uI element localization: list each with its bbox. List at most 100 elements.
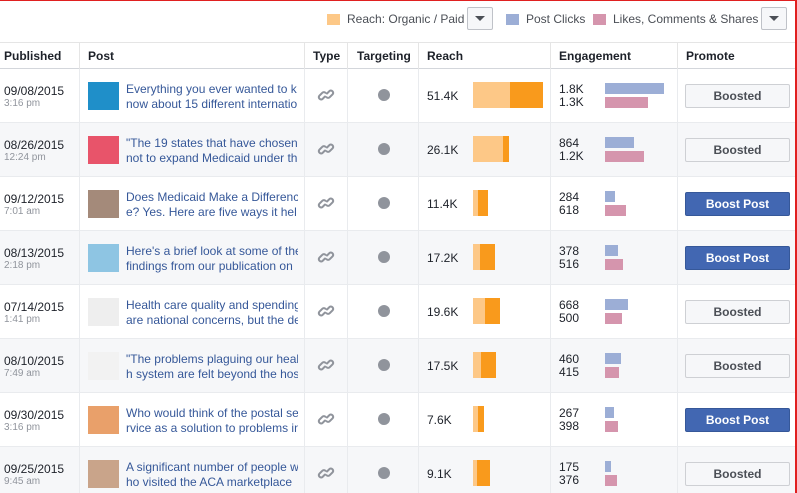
col-engagement[interactable]: Engagement: [559, 49, 632, 63]
reach-organic-bar: [473, 406, 478, 432]
table-row[interactable]: 08/10/2015 7:49 am "The problems plaguin…: [0, 339, 795, 393]
boosted-button[interactable]: Boosted: [685, 354, 790, 378]
link-icon: [317, 467, 335, 479]
reach-value: 19.6K: [427, 305, 459, 319]
reach-bar: [473, 244, 495, 270]
col-published[interactable]: Published: [4, 49, 62, 63]
likes-comments-shares-value: 516: [559, 257, 580, 271]
published-date: 09/08/2015: [4, 84, 65, 98]
likes-bar: [605, 205, 626, 216]
reach-bar: [473, 190, 488, 216]
post-clicks-value: 284: [559, 190, 580, 204]
col-type[interactable]: Type: [313, 49, 341, 63]
table-row[interactable]: 08/13/2015 2:18 pm Here's a brief look a…: [0, 231, 795, 285]
post-link[interactable]: "The problems plaguing our healt h syste…: [126, 352, 298, 382]
globe-icon: [378, 359, 390, 371]
reach-value: 7.6K: [427, 413, 452, 427]
reach-bar: [473, 460, 490, 486]
published-date: 09/30/2015: [4, 408, 65, 422]
table-row[interactable]: 09/30/2015 3:16 pm Who would think of th…: [0, 393, 795, 447]
link-icon: [317, 413, 335, 425]
post-text-line1: A significant number of people w: [126, 460, 298, 474]
post-clicks-bar: [605, 407, 614, 418]
table-row[interactable]: 09/08/2015 3:16 pm Everything you ever w…: [0, 69, 795, 123]
published-date: 09/12/2015: [4, 192, 65, 206]
boost-post-button[interactable]: Boost Post: [685, 246, 790, 270]
reach-paid-bar: [510, 82, 543, 108]
reach-organic-bar: [473, 82, 510, 108]
post-link[interactable]: Here's a brief look at some of the findi…: [126, 244, 298, 274]
chevron-down-icon: [475, 16, 485, 21]
reach-dropdown-button[interactable]: [467, 7, 493, 30]
reach-bar: [473, 82, 543, 108]
post-link[interactable]: Health care quality and spending are nat…: [126, 298, 298, 328]
engagement-dropdown-button[interactable]: [761, 7, 787, 30]
post-clicks-value: 175: [559, 460, 580, 474]
likes-bar: [605, 313, 622, 324]
post-link[interactable]: "The 19 states that have chosen not to e…: [126, 136, 298, 166]
globe-icon: [378, 467, 390, 479]
boosted-button[interactable]: Boosted: [685, 138, 790, 162]
post-text-line1: Here's a brief look at some of the: [126, 244, 298, 258]
chevron-down-icon: [769, 16, 779, 21]
table-row[interactable]: 08/26/2015 12:24 pm "The 19 states that …: [0, 123, 795, 177]
post-text-line1: Everything you ever wanted to k: [126, 82, 297, 96]
boost-post-button[interactable]: Boost Post: [685, 192, 790, 216]
reach-organic-bar: [473, 136, 503, 162]
reach-paid-bar: [478, 190, 488, 216]
likes-comments-shares-value: 376: [559, 473, 580, 487]
post-thumbnail[interactable]: [88, 82, 119, 110]
post-link[interactable]: Who would think of the postal se rvice a…: [126, 406, 298, 436]
post-thumbnail[interactable]: [88, 244, 119, 272]
post-thumbnail[interactable]: [88, 406, 119, 434]
legend-clicks: Post Clicks: [506, 11, 585, 27]
post-thumbnail[interactable]: [88, 190, 119, 218]
globe-icon: [378, 413, 390, 425]
likes-comments-shares-value: 1.3K: [559, 95, 584, 109]
globe-icon: [378, 251, 390, 263]
link-icon: [317, 89, 335, 101]
col-reach[interactable]: Reach: [427, 49, 464, 63]
engagement-values: 460 415: [559, 353, 579, 379]
link-icon: [317, 305, 335, 317]
post-text-line2: are national concerns, but the de: [126, 313, 298, 327]
boosted-button[interactable]: Boosted: [685, 84, 790, 108]
link-icon: [317, 197, 335, 209]
post-clicks-value: 267: [559, 406, 580, 420]
reach-bar: [473, 406, 484, 432]
table-row[interactable]: 07/14/2015 1:41 pm Health care quality a…: [0, 285, 795, 339]
likes-swatch: [593, 13, 606, 25]
post-text-line1: "The problems plaguing our healt: [126, 352, 298, 366]
table-row[interactable]: 09/25/2015 9:45 am A significant number …: [0, 447, 795, 493]
link-icon: [317, 359, 335, 371]
published-time: 9:45 am: [4, 476, 41, 487]
likes-bar: [605, 421, 618, 432]
boosted-button[interactable]: Boosted: [685, 462, 790, 486]
legend-clicks-label: Post Clicks: [526, 12, 586, 26]
table-row[interactable]: 09/12/2015 7:01 am Does Medicaid Make a …: [0, 177, 795, 231]
post-text-line1: Who would think of the postal se: [126, 406, 298, 420]
post-text-line1: Health care quality and spending: [126, 298, 298, 312]
boosted-button[interactable]: Boosted: [685, 300, 790, 324]
boost-post-button[interactable]: Boost Post: [685, 408, 790, 432]
post-thumbnail[interactable]: [88, 460, 119, 488]
post-link[interactable]: A significant number of people w ho visi…: [126, 460, 298, 490]
col-post[interactable]: Post: [88, 49, 115, 63]
post-thumbnail[interactable]: [88, 136, 119, 164]
reach-paid-bar: [480, 244, 495, 270]
col-targeting[interactable]: Targeting: [357, 49, 411, 63]
reach-value: 26.1K: [427, 143, 459, 157]
post-clicks-value: 378: [559, 244, 580, 258]
post-thumbnail[interactable]: [88, 298, 119, 326]
likes-bar: [605, 97, 648, 108]
likes-bar: [605, 151, 644, 162]
reach-paid-bar: [503, 136, 509, 162]
likes-comments-shares-value: 398: [559, 419, 580, 433]
post-thumbnail[interactable]: [88, 352, 119, 380]
published-time: 3:16 pm: [4, 422, 41, 433]
post-link[interactable]: Does Medicaid Make a Differenc e? Yes. H…: [126, 190, 298, 220]
legend-likes: Likes, Comments & Shares: [593, 11, 758, 27]
post-link[interactable]: Everything you ever wanted to k now abou…: [126, 82, 298, 112]
likes-comments-shares-value: 1.2K: [559, 149, 584, 163]
post-text-line1: "The 19 states that have chosen: [126, 136, 298, 150]
